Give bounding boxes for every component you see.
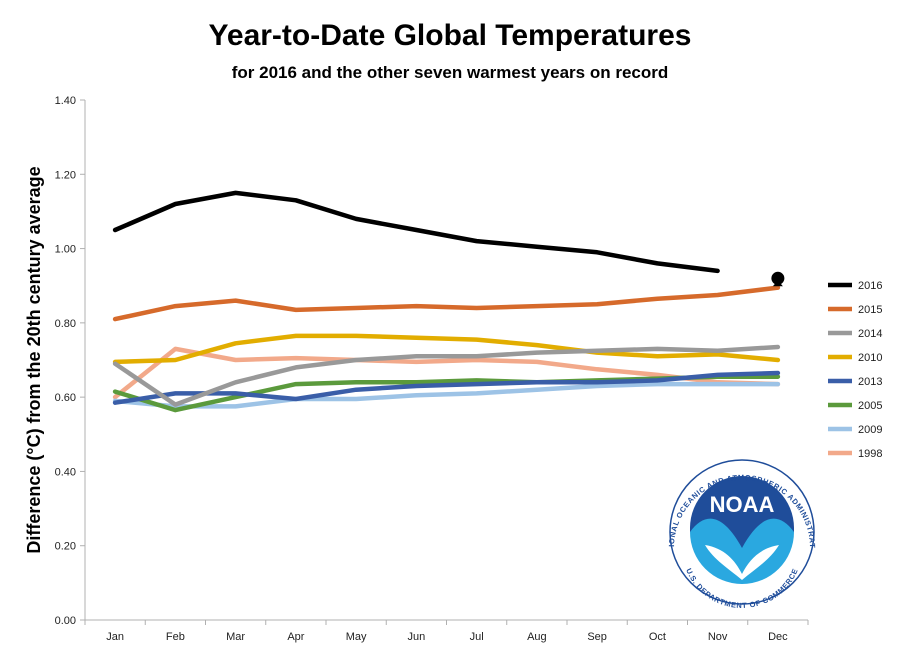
- x-tick-label: Jan: [106, 631, 124, 643]
- chart-title: Year-to-Date Global Temperatures: [209, 19, 692, 52]
- legend-label-1998: 1998: [858, 448, 882, 460]
- legend-label-2014: 2014: [858, 328, 882, 340]
- series-line-2010: [112, 333, 781, 365]
- legend-label-2010: 2010: [858, 352, 882, 364]
- x-tick-label: Apr: [287, 631, 304, 643]
- x-tick-label: Sep: [587, 631, 607, 643]
- y-tick-label: 1.00: [55, 244, 76, 256]
- series-marker-tail-2016: [772, 280, 783, 287]
- y-tick-label: 1.20: [55, 169, 76, 181]
- x-tick-label: May: [346, 631, 367, 643]
- x-tick-label: Nov: [708, 631, 728, 643]
- legend-label-2013: 2013: [858, 376, 882, 388]
- series-line-2014: [112, 344, 781, 407]
- y-tick-label: 0.20: [55, 541, 76, 553]
- legend-label-2015: 2015: [858, 304, 882, 316]
- x-tick-label: Jun: [408, 631, 426, 643]
- noaa-ring-text-top: NATIONAL OCEANIC AND ATMOSPHERIC ADMINIS…: [0, 0, 816, 548]
- plot-area: [112, 190, 785, 413]
- y-tick-label: 0.80: [55, 318, 76, 330]
- legend: 2016 2015 2014 2010 2013 2005 2009 1998: [828, 280, 882, 460]
- series-line-2013: [112, 370, 781, 405]
- noaa-wordmark: NOAA: [710, 492, 775, 517]
- x-tick-label: Jul: [470, 631, 484, 643]
- series-line-2009: [112, 381, 781, 409]
- x-tick-label: Mar: [226, 631, 245, 643]
- series-line-2016: [112, 190, 720, 274]
- y-tick-label: 1.40: [55, 95, 76, 107]
- series-marker-2016: [771, 271, 785, 285]
- x-axis: Jan Feb Mar Apr May Jun Jul Aug Sep Oct Nov Dec: [84, 619, 809, 643]
- legend-label-2016: 2016: [858, 280, 882, 292]
- x-tick-label: Oct: [649, 631, 666, 643]
- y-tick-label: 0.40: [55, 466, 76, 478]
- legend-label-2009: 2009: [858, 424, 882, 436]
- svg-text:NATIONAL OCEANIC AND ATMOSPHER: NATIONAL OCEANIC AND ATMOSPHERIC ADMINIS…: [0, 0, 816, 548]
- x-tick-label: Dec: [768, 631, 788, 643]
- chart-subtitle: for 2016 and the other seven warmest yea…: [232, 63, 669, 82]
- series-line-2015: [112, 285, 781, 322]
- y-axis: 0.00 0.20 0.40 0.60 0.80 1.00 1.20 1.40: [55, 95, 86, 627]
- y-tick-label: 0.60: [55, 392, 76, 404]
- y-axis-label: Difference (°C) from the 20th century av…: [24, 166, 44, 553]
- x-tick-label: Feb: [166, 631, 185, 643]
- x-tick-label: Aug: [527, 631, 547, 643]
- y-tick-label: 0.00: [55, 615, 76, 627]
- legend-label-2005: 2005: [858, 400, 882, 412]
